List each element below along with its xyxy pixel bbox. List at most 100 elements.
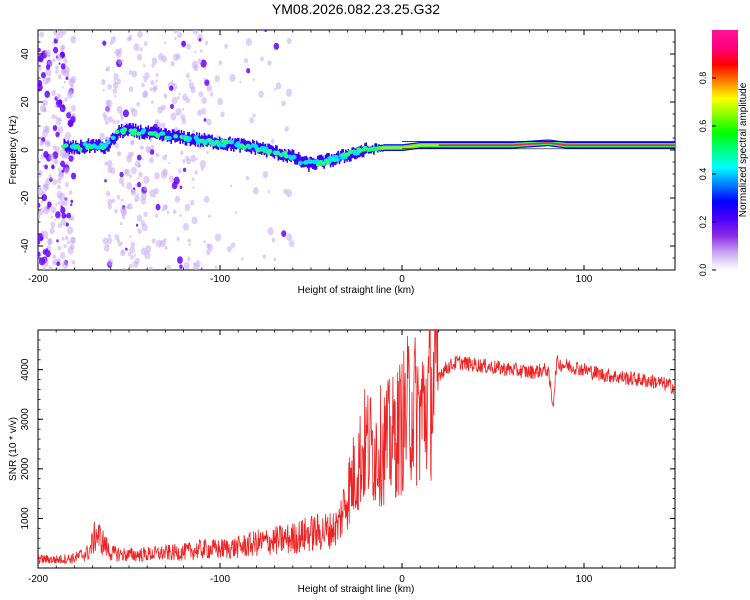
y-tick-label: 40 xyxy=(20,48,31,60)
heatmap-ridge-peak xyxy=(457,144,460,147)
heatmap-noise-cell xyxy=(120,250,126,257)
heatmap-noise-cell xyxy=(143,186,147,191)
heatmap-ridge-halo xyxy=(68,143,71,155)
heatmap-ridge-halo xyxy=(83,143,86,154)
heatmap-noise-cell xyxy=(252,187,259,195)
heatmap-ridge-peak xyxy=(552,142,554,145)
heatmap-ridge-halo xyxy=(226,140,229,152)
heatmap-noise-cell xyxy=(243,57,249,64)
heatmap-ridge-peak xyxy=(473,144,475,147)
heatmap-ridge-peak xyxy=(392,146,395,149)
heatmap-ridge-peak xyxy=(543,142,545,144)
heatmap-noise-cell xyxy=(131,70,138,78)
heatmap-noise-cell xyxy=(68,155,74,162)
heatmap-noise-cell xyxy=(209,92,214,97)
spectrogram-y-ticks: -40 -20 0 20 40 xyxy=(20,29,675,271)
heatmap-noise-cell xyxy=(70,104,76,112)
heatmap-noise-cell xyxy=(51,114,56,120)
heatmap-noise-cell xyxy=(260,56,264,62)
heatmap-ridge-halo xyxy=(167,130,170,141)
colorbar-label: Normalized spectral amplitude xyxy=(738,82,749,217)
heatmap-noise-cell xyxy=(274,87,277,91)
heatmap-noise-cell xyxy=(170,112,177,121)
heatmap-ridge-cell xyxy=(132,128,138,133)
heatmap-noise-cell xyxy=(38,208,44,216)
heatmap-noise-cell xyxy=(53,46,59,54)
heatmap-ridge-peak xyxy=(451,144,454,147)
heatmap-noise-cell xyxy=(270,138,275,144)
heatmap-noise-cell xyxy=(70,172,77,180)
heatmap-noise-cell xyxy=(130,140,135,146)
heatmap-noise-cell xyxy=(175,107,182,116)
heatmap-noise-cell xyxy=(63,58,68,64)
heatmap-ridge-peak xyxy=(626,144,628,147)
y-tick-label: 2000 xyxy=(20,457,31,480)
heatmap-ridge-peak xyxy=(605,144,608,147)
heatmap-noise-cell xyxy=(181,107,185,111)
heatmap-ridge-peak xyxy=(524,143,526,146)
heatmap-noise-cell xyxy=(185,72,190,79)
heatmap-noise-cell xyxy=(113,79,116,83)
heatmap-ridge-peak xyxy=(501,144,503,147)
heatmap-noise-cell xyxy=(241,257,244,261)
heatmap-ridge-core xyxy=(370,147,373,152)
heatmap-ridge-peak xyxy=(492,144,494,147)
heatmap-ridge-peak xyxy=(657,144,660,147)
heatmap-noise-cell xyxy=(116,50,122,58)
heatmap-noise-cell xyxy=(262,171,268,179)
heatmap-noise-cell xyxy=(114,208,118,214)
heatmap-noise-cell xyxy=(132,260,139,268)
heatmap-noise-cell xyxy=(178,168,182,174)
heatmap-ridge-halo xyxy=(332,156,334,168)
heatmap-noise-cell xyxy=(177,32,183,39)
heatmap-noise-cell xyxy=(128,37,132,41)
heatmap-ridge-peak xyxy=(632,144,635,147)
heatmap-ridge-halo xyxy=(81,141,83,153)
heatmap-ridge-peak xyxy=(643,144,646,147)
heatmap-ridge-peak xyxy=(669,144,671,147)
heatmap-noise-cell xyxy=(60,47,64,52)
heatmap-noise-cell xyxy=(171,96,178,105)
colorbar-tick-label: 0.2 xyxy=(698,216,708,229)
heatmap-ridge-peak xyxy=(438,144,441,147)
heatmap-noise-cell xyxy=(151,238,156,244)
heatmap-noise-cell xyxy=(227,245,232,253)
heatmap-ridge-peak xyxy=(493,144,496,147)
heatmap-noise-cell xyxy=(116,119,120,124)
heatmap-noise-cell xyxy=(137,30,143,39)
heatmap-noise-cell xyxy=(224,43,229,49)
heatmap-ridge-peak xyxy=(471,144,474,147)
heatmap-noise-cell xyxy=(60,206,66,214)
heatmap-noise-cell xyxy=(149,156,155,164)
heatmap-noise-cell xyxy=(172,209,177,214)
heatmap-ridge-core xyxy=(376,146,379,151)
heatmap-noise-cell xyxy=(122,267,126,270)
heatmap-ridge-peak xyxy=(445,144,447,147)
heatmap-ridge-peak xyxy=(484,144,487,147)
heatmap-noise-cell xyxy=(38,47,41,53)
heatmap-noise-cell xyxy=(65,222,69,227)
heatmap-noise-cell xyxy=(179,264,183,269)
y-tick-label: 20 xyxy=(20,96,31,108)
heatmap-ridge-peak xyxy=(502,144,505,147)
heatmap-noise-cell xyxy=(148,266,154,270)
heatmap-noise-cell xyxy=(186,256,191,262)
heatmap-noise-cell xyxy=(54,104,58,108)
heatmap-noise-cell xyxy=(70,78,74,83)
heatmap-ridge-core xyxy=(375,146,378,151)
heatmap-noise-cell xyxy=(185,97,190,104)
heatmap-ridge-peak xyxy=(517,143,520,146)
heatmap-ridge-peak xyxy=(487,144,489,147)
heatmap-ridge-peak xyxy=(566,144,568,147)
heatmap-ridge-peak xyxy=(489,144,492,147)
heatmap-ridge-peak xyxy=(408,145,410,148)
heatmap-noise-cell xyxy=(117,59,122,65)
heatmap-noise-cell xyxy=(206,84,213,92)
heatmap-noise-cell xyxy=(130,254,134,260)
heatmap-noise-cell xyxy=(49,227,55,235)
heatmap-noise-cell xyxy=(57,171,64,180)
heatmap-noise-cell xyxy=(67,240,71,245)
heatmap-noise-cell xyxy=(181,40,187,47)
heatmap-ridge-peak xyxy=(645,144,647,147)
